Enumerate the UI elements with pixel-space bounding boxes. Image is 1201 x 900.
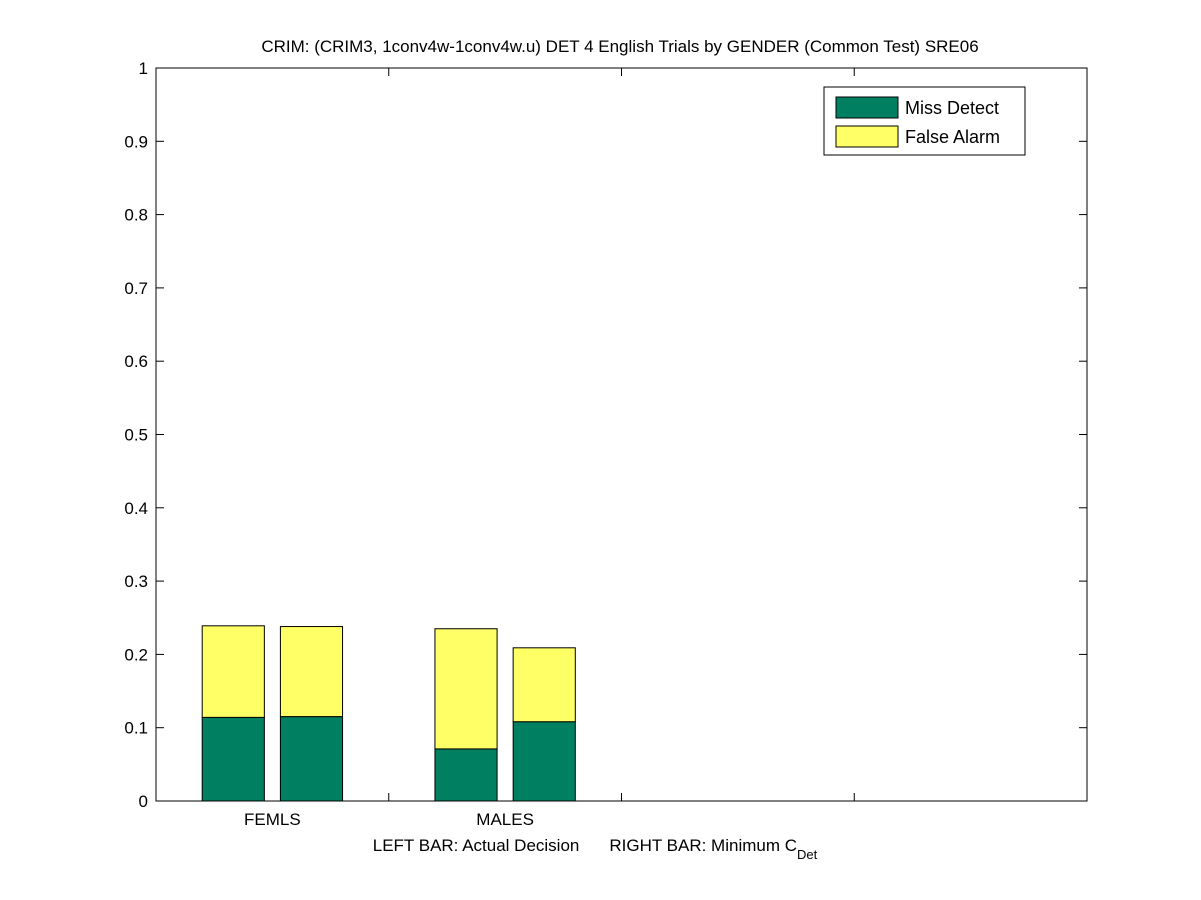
y-tick-label: 0.6: [124, 352, 148, 371]
y-tick-label: 0: [139, 792, 148, 811]
y-tick-label: 0.2: [124, 645, 148, 664]
y-tick-label: 0.3: [124, 572, 148, 591]
x-axis-label-right: RIGHT BAR: Minimum C: [609, 836, 797, 855]
bar-miss-detect: [201, 716, 265, 802]
y-tick-label: 1: [139, 59, 148, 78]
bar-miss-detect: [434, 748, 498, 802]
y-tick-label: 0.5: [124, 426, 148, 445]
x-axis: FEMLS MALES: [244, 68, 855, 829]
legend-label-miss-detect: Miss Detect: [905, 98, 999, 118]
bars-layer: [201, 625, 576, 802]
legend: Miss Detect False Alarm: [823, 86, 1026, 156]
x-tick-label: FEMLS: [244, 810, 301, 829]
x-tick-label: MALES: [476, 810, 534, 829]
y-tick-label: 0.9: [124, 132, 148, 151]
bar-miss-detect: [279, 716, 344, 802]
bar-false-alarm: [201, 625, 265, 718]
x-axis-label: LEFT BAR: Actual Decision RIGHT BAR: Mini…: [373, 836, 818, 862]
legend-swatch-false-alarm: [835, 125, 899, 148]
x-axis-label-left: LEFT BAR: Actual Decision: [373, 836, 580, 855]
chart-title: CRIM: (CRIM3, 1conv4w-1conv4w.u) DET 4 E…: [261, 37, 978, 56]
bar-false-alarm: [512, 647, 576, 723]
bar-miss-detect: [512, 721, 576, 802]
y-tick-label: 0.8: [124, 206, 148, 225]
y-tick-label: 0.7: [124, 279, 148, 298]
bar-false-alarm: [279, 626, 344, 718]
bar-false-alarm: [434, 628, 498, 750]
y-axis: 0 0.1 0.2 0.3 0.4 0.5 0.6 0.7 0.8 0.9 1: [124, 59, 1087, 811]
legend-swatch-miss-detect: [835, 96, 899, 119]
y-tick-label: 0.4: [124, 499, 148, 518]
x-axis-label-subscript: Det: [797, 847, 818, 862]
legend-label-false-alarm: False Alarm: [905, 127, 1000, 147]
y-tick-label: 0.1: [124, 719, 148, 738]
